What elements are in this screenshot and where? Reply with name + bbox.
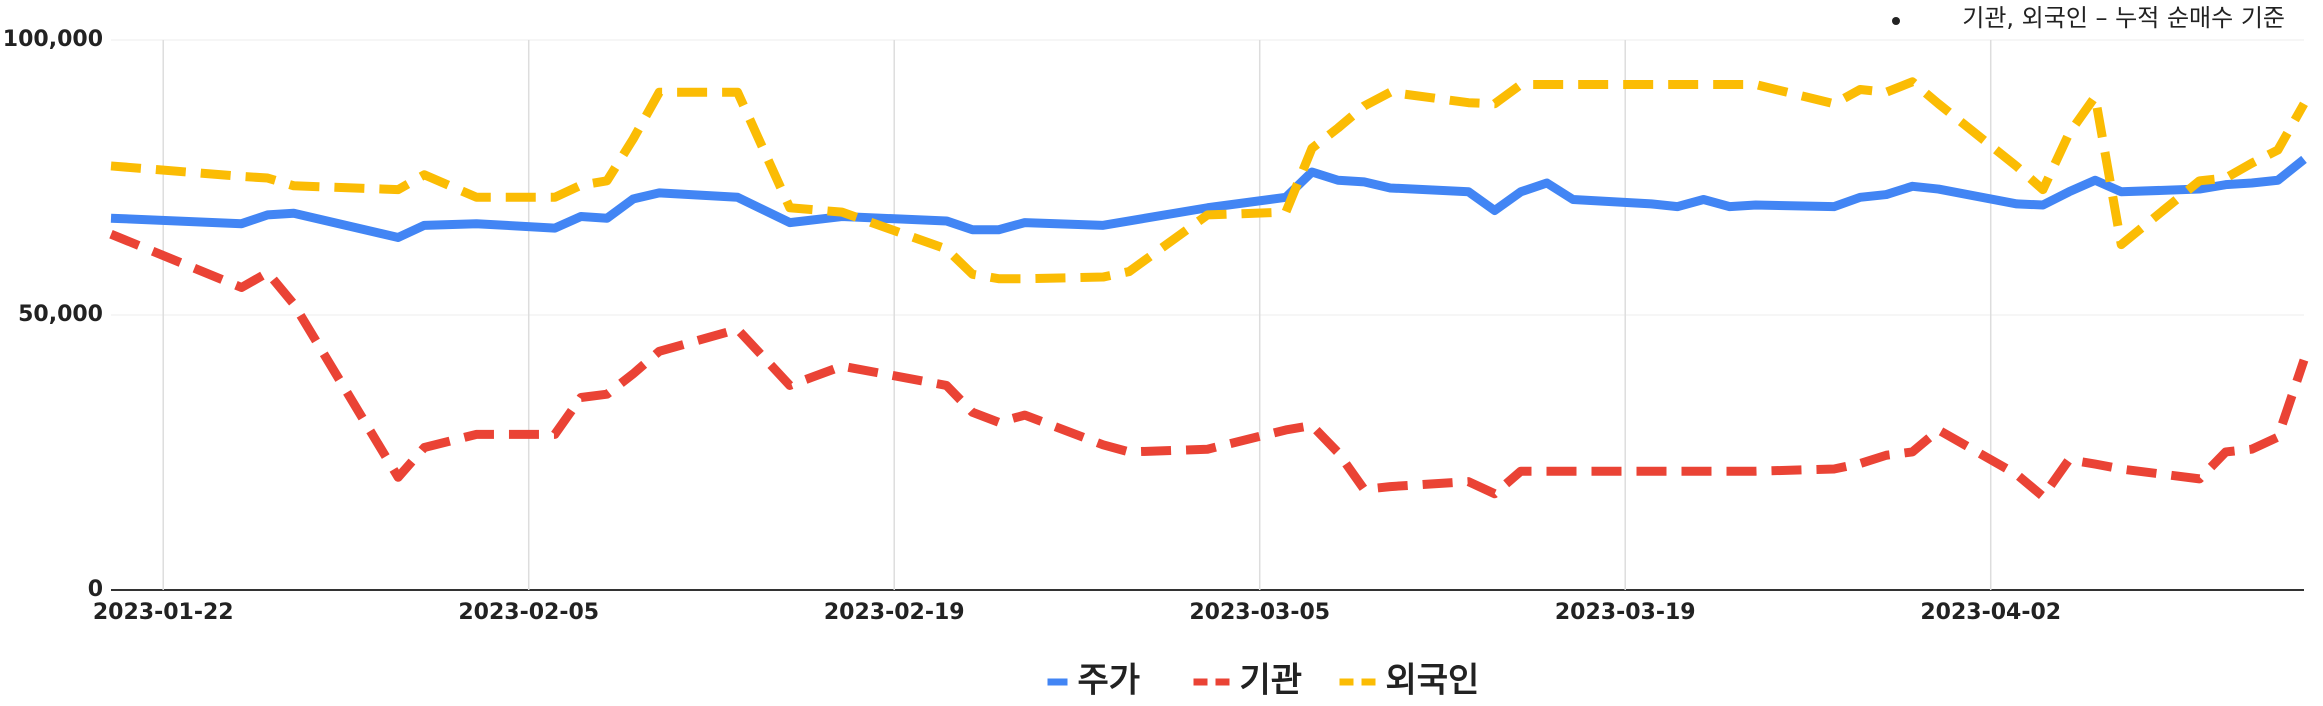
annotation: 기관, 외국인 – 누적 순매수 기준 — [1962, 4, 2285, 32]
series-line — [110, 77, 2308, 284]
x-tick-label: 2023-02-05 — [458, 600, 599, 625]
x-tick-label: 2023-01-22 — [93, 600, 234, 625]
x-tick-label: 2023-04-02 — [1920, 600, 2061, 625]
legend-label: 외국인 — [1386, 661, 1480, 701]
y-tick-label: 100,000 — [3, 27, 103, 52]
x-tick-label: 2023-03-05 — [1189, 600, 1330, 625]
annotation-bullet — [1892, 17, 1900, 25]
y-tick-label: 0 — [88, 577, 103, 602]
legend-label: 기관 — [1240, 661, 1303, 701]
series-line — [110, 155, 2307, 242]
legend-label: 주가 — [1078, 661, 1141, 701]
series-line — [109, 229, 2309, 501]
x-tick-label: 2023-02-19 — [824, 600, 965, 625]
x-tick-label: 2023-03-19 — [1555, 600, 1696, 625]
y-tick-label: 50,000 — [18, 302, 103, 327]
